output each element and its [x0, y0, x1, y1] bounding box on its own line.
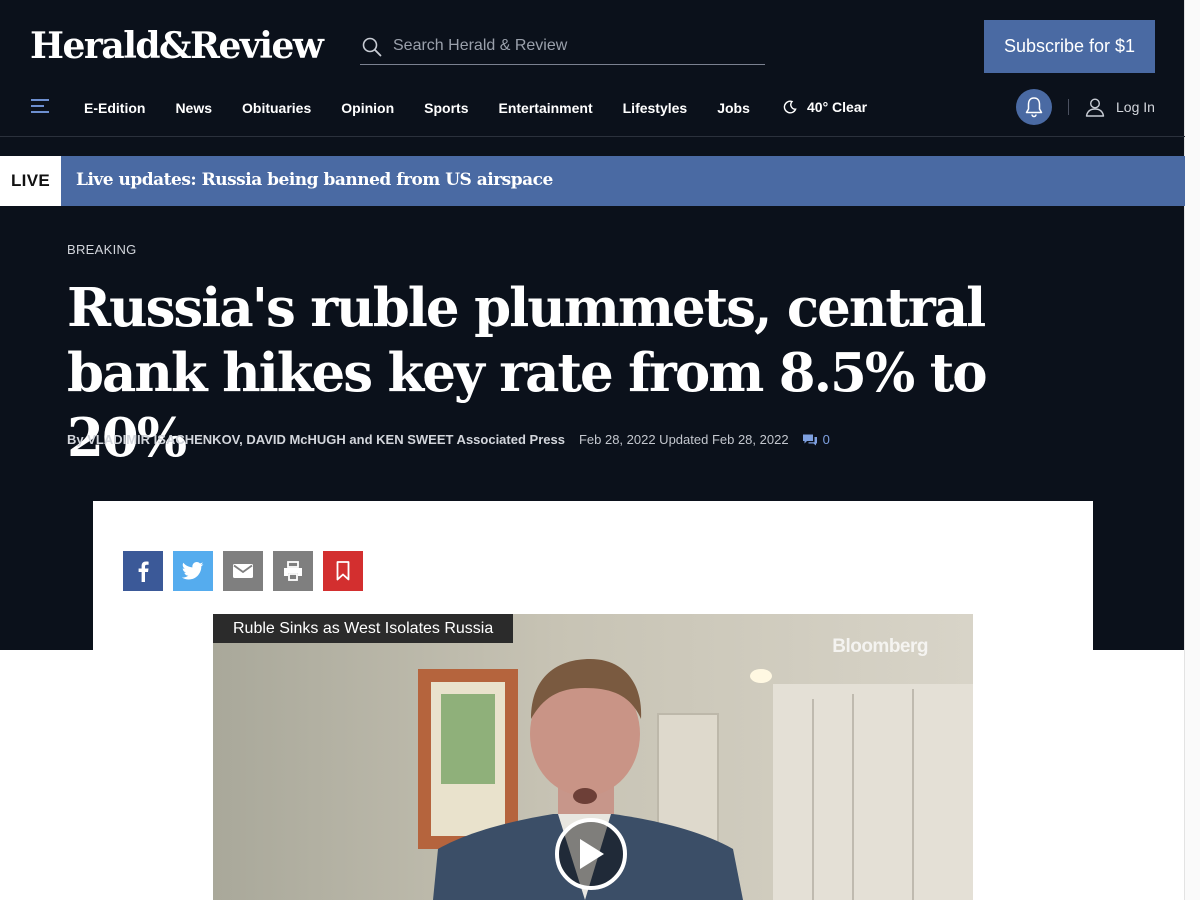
- play-button[interactable]: [555, 818, 627, 890]
- comments-link[interactable]: 0: [802, 432, 830, 447]
- weather-widget[interactable]: 40° Clear: [783, 99, 867, 115]
- nav-item-sports[interactable]: Sports: [424, 100, 469, 116]
- print-button[interactable]: [273, 551, 313, 591]
- video-title: Ruble Sinks as West Isolates Russia: [213, 614, 514, 643]
- comments-icon: [802, 434, 817, 446]
- search-input[interactable]: [393, 34, 753, 58]
- play-icon: [580, 839, 604, 869]
- nav-items: E-Edition News Obituaries Opinion Sports…: [84, 88, 780, 128]
- moon-icon: [783, 100, 797, 114]
- search-icon[interactable]: [362, 37, 382, 57]
- nav-divider: [1068, 99, 1069, 115]
- byline: By VLADIMIR ISACHENKOV, DAVID McHUGH and…: [67, 432, 565, 447]
- nav-item-entertainment[interactable]: Entertainment: [498, 100, 593, 116]
- site-logo[interactable]: Herald&Review: [30, 25, 324, 67]
- notifications-button[interactable]: [1016, 89, 1052, 125]
- nav-item-jobs[interactable]: Jobs: [717, 100, 750, 116]
- nav-item-opinion[interactable]: Opinion: [341, 100, 395, 116]
- comment-count: 0: [822, 432, 830, 447]
- nav-item-news[interactable]: News: [175, 100, 213, 116]
- bookmark-icon: [336, 561, 350, 581]
- bookmark-button[interactable]: [323, 551, 363, 591]
- bell-icon: [1025, 97, 1043, 118]
- nav-item-e-edition[interactable]: E-Edition: [84, 100, 146, 116]
- live-banner-text[interactable]: Live updates: Russia being banned from U…: [76, 170, 553, 190]
- main-nav: E-Edition News Obituaries Opinion Sports…: [0, 88, 1185, 137]
- email-icon: [233, 564, 253, 578]
- article-kicker: BREAKING: [67, 242, 137, 257]
- login-link[interactable]: Log In: [1085, 97, 1155, 117]
- byline-row: By VLADIMIR ISACHENKOV, DAVID McHUGH and…: [67, 432, 830, 447]
- video-player[interactable]: Ruble Sinks as West Isolates Russia Bloo…: [213, 614, 973, 900]
- nav-item-obituaries[interactable]: Obituaries: [242, 100, 312, 116]
- live-updates-banner[interactable]: LIVE Live updates: Russia being banned f…: [0, 156, 1185, 206]
- facebook-icon: [138, 561, 149, 582]
- article-card: Ruble Sinks as West Isolates Russia Bloo…: [93, 501, 1093, 900]
- bloomberg-watermark: Bloomberg: [832, 636, 928, 657]
- twitter-icon: [182, 562, 204, 580]
- scrollbar[interactable]: [1184, 0, 1200, 900]
- weather-text: 40° Clear: [807, 99, 868, 115]
- search-bar[interactable]: [360, 30, 765, 65]
- hamburger-menu-icon[interactable]: [31, 99, 49, 115]
- share-email-button[interactable]: [223, 551, 263, 591]
- subscribe-button[interactable]: Subscribe for $1: [984, 20, 1155, 73]
- nav-item-lifestyles[interactable]: Lifestyles: [622, 100, 688, 116]
- publish-dates: Feb 28, 2022 Updated Feb 28, 2022: [578, 432, 789, 447]
- user-icon: [1085, 98, 1105, 117]
- print-icon: [284, 561, 302, 581]
- article-headline: Russia's ruble plummets, central bank hi…: [67, 277, 988, 469]
- live-badge: LIVE: [0, 156, 61, 206]
- share-twitter-button[interactable]: [173, 551, 213, 591]
- share-facebook-button[interactable]: [123, 551, 163, 591]
- login-label: Log In: [1116, 99, 1155, 115]
